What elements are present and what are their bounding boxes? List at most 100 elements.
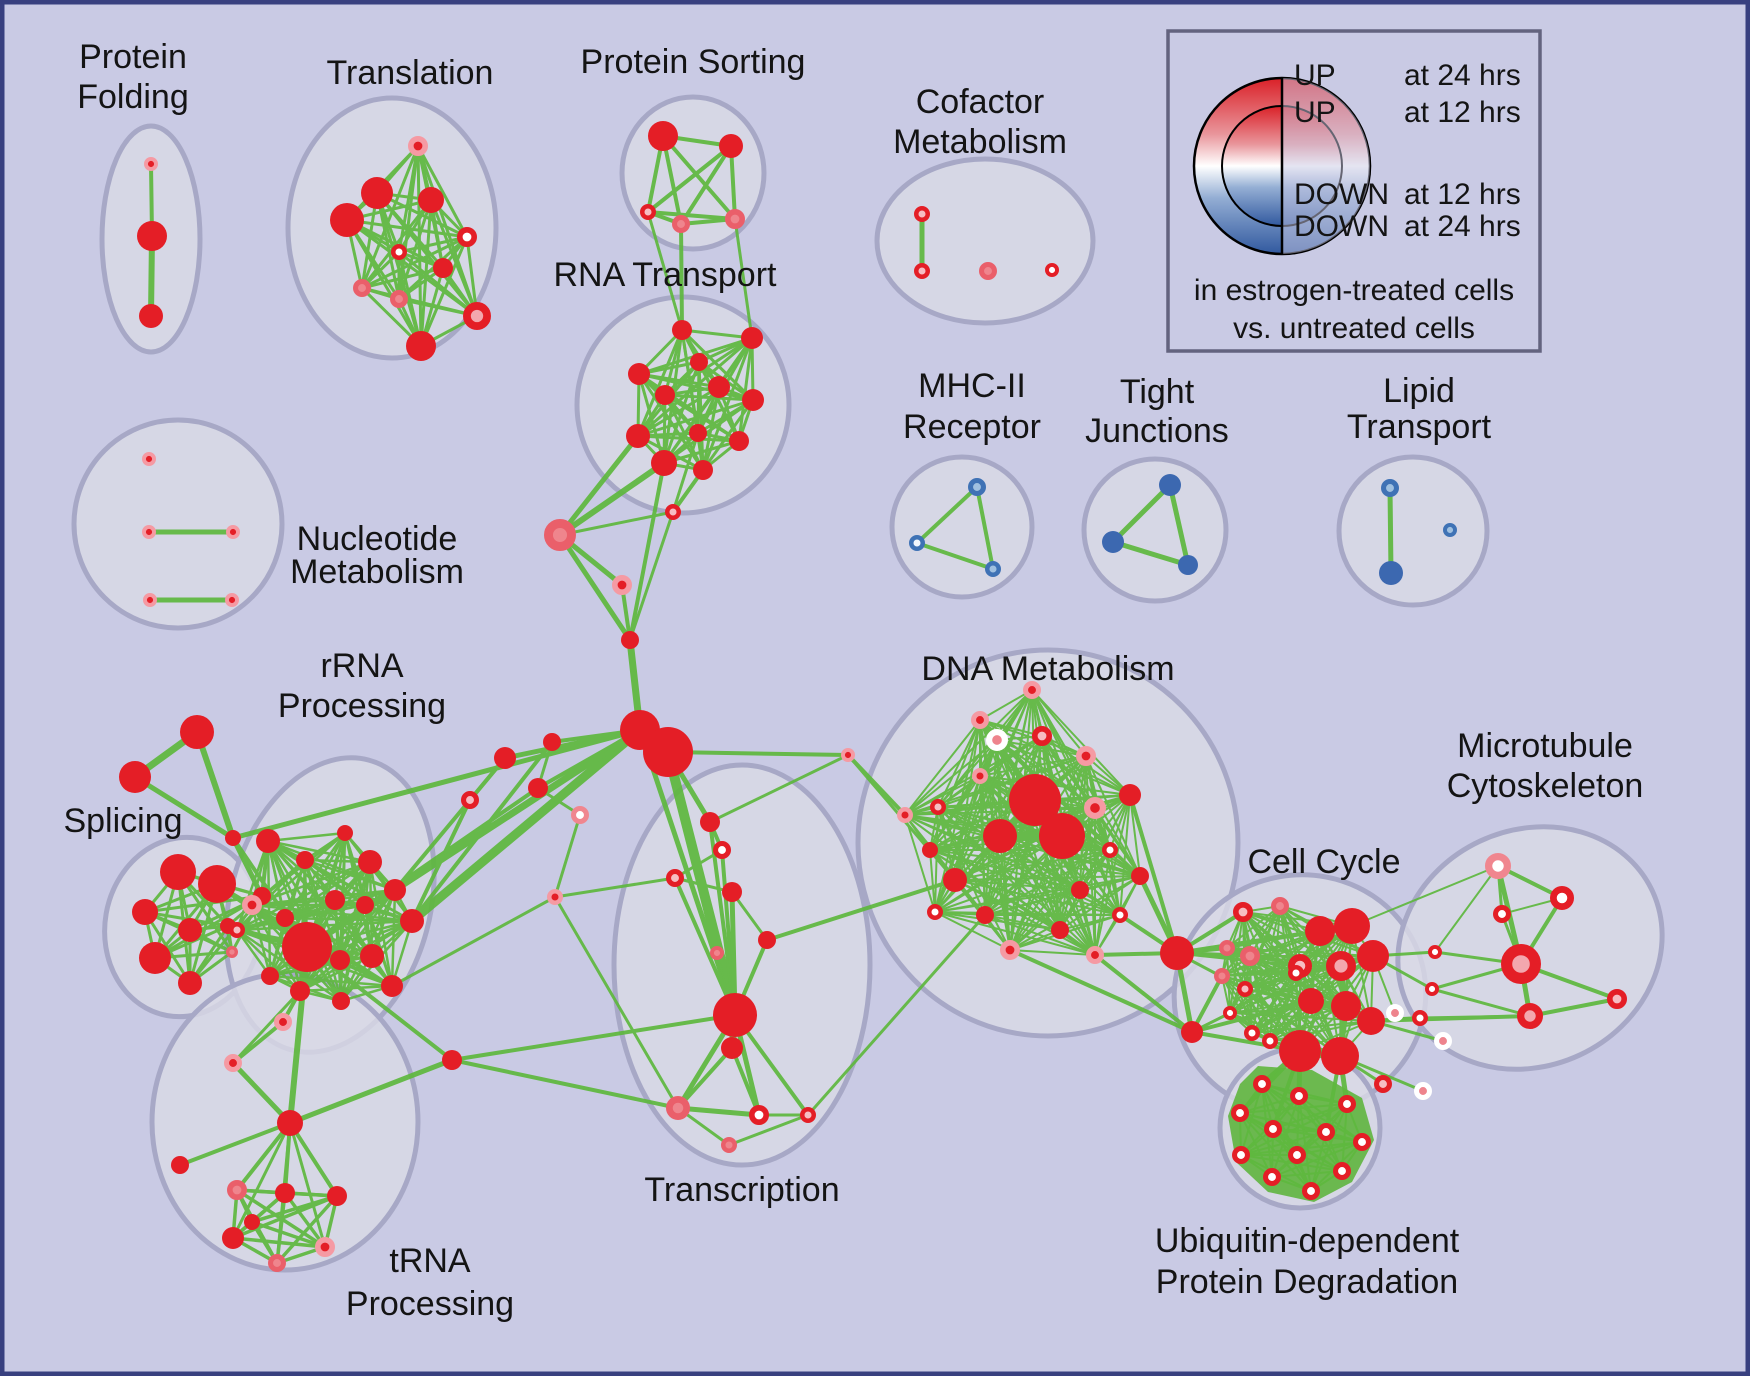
node: [1517, 1003, 1544, 1030]
edge: [230, 1060, 293, 1126]
edge: [646, 210, 737, 221]
node: [1039, 813, 1085, 859]
node: [406, 331, 436, 361]
cluster-label-cell-cycle: Cell Cycle: [1247, 843, 1400, 881]
edge: [662, 398, 755, 465]
edge: [666, 750, 850, 757]
node: [721, 1037, 743, 1059]
edge: [553, 813, 582, 899]
node: [672, 320, 692, 340]
edge: [984, 849, 1111, 916]
node: [327, 1186, 347, 1206]
nodes: [119, 121, 1628, 1273]
node: [1231, 1104, 1250, 1123]
node: [1485, 853, 1512, 880]
edge: [979, 719, 1061, 931]
node: [672, 215, 691, 234]
node: [1434, 1032, 1453, 1051]
edge: [979, 689, 1033, 721]
node: [1051, 921, 1069, 939]
edge: [1031, 689, 1111, 851]
edge: [1175, 951, 1302, 968]
edge: [230, 727, 643, 841]
edge: [288, 1121, 327, 1249]
legend-time-label: at 12 hrs: [1404, 96, 1521, 129]
cluster-ellipse-transcription: [611, 762, 873, 1168]
node: [1386, 1004, 1405, 1023]
node: [626, 424, 650, 448]
node: [722, 882, 742, 902]
edge: [1251, 972, 1297, 1034]
node: [1240, 945, 1261, 966]
edge: [298, 888, 397, 993]
edge: [1167, 482, 1191, 568]
cluster-label-splicing: Splicing: [63, 802, 182, 840]
edge: [730, 1046, 761, 1117]
node: [651, 450, 677, 476]
node: [1233, 901, 1254, 922]
node: [256, 829, 280, 853]
node: [400, 909, 424, 933]
node: [390, 244, 407, 261]
node: [442, 1050, 462, 1070]
node: [1442, 523, 1457, 538]
node: [494, 747, 516, 769]
cluster-label-rrna-processing: Processing: [278, 687, 446, 725]
node: [361, 177, 393, 209]
node: [713, 841, 732, 860]
cluster-label-microtubule-cytoskeleton: Cytoskeleton: [1447, 767, 1644, 805]
legend: UP at 24 hrs UP at 12 hrs DOWN at 12 hrs DOWN a…: [1166, 29, 1542, 353]
edge: [915, 485, 979, 545]
node: [999, 939, 1020, 960]
edge: [235, 928, 272, 978]
node: [983, 819, 1017, 853]
cluster-label-tight-junctions: Tight: [1120, 373, 1195, 411]
edge: [636, 328, 684, 438]
node: [463, 302, 492, 331]
edge: [178, 1121, 292, 1167]
node: [1009, 774, 1061, 826]
node: [710, 946, 725, 961]
node: [1357, 940, 1389, 972]
edge: [235, 839, 270, 932]
cluster-label-dna-metabolism: DNA Metabolism: [921, 650, 1174, 688]
edge: [937, 719, 981, 808]
legend-box: [1166, 29, 1542, 353]
cluster-label-lipid-transport: Lipid: [1383, 372, 1455, 410]
legend-direction-label: DOWN: [1294, 178, 1389, 211]
node: [689, 424, 707, 442]
node: [896, 806, 913, 823]
node: [648, 121, 678, 151]
node: [139, 942, 171, 974]
edge: [1240, 1131, 1327, 1156]
cluster-label-microtubule-cytoskeleton: Microtubule: [1457, 727, 1633, 765]
edge: [954, 719, 981, 881]
node: [360, 944, 384, 968]
edge: [934, 911, 1096, 956]
edge: [287, 1057, 455, 1126]
edge: [1110, 539, 1191, 568]
edge: [915, 541, 995, 571]
edge: [675, 1105, 762, 1118]
cluster-label-protein-folding: Protein: [79, 38, 187, 76]
node: [758, 931, 776, 949]
node: [1493, 905, 1512, 924]
legend-time-label: at 24 hrs: [1404, 59, 1521, 92]
node: [242, 894, 263, 915]
edge: [553, 895, 680, 1110]
node: [922, 842, 938, 858]
node: [137, 221, 167, 251]
edge: [628, 461, 666, 642]
node: [1287, 964, 1304, 981]
cluster-ellipse-tight-junctions: [1081, 456, 1229, 604]
node: [1334, 908, 1370, 944]
node: [1222, 1006, 1237, 1021]
edge: [708, 753, 850, 824]
edge: [673, 876, 737, 1017]
node: [226, 525, 241, 540]
edge: [410, 798, 472, 923]
edge: [679, 222, 684, 332]
legend-direction-label: UP: [1294, 59, 1336, 92]
edge: [1221, 930, 1321, 977]
edge: [1351, 865, 1499, 927]
